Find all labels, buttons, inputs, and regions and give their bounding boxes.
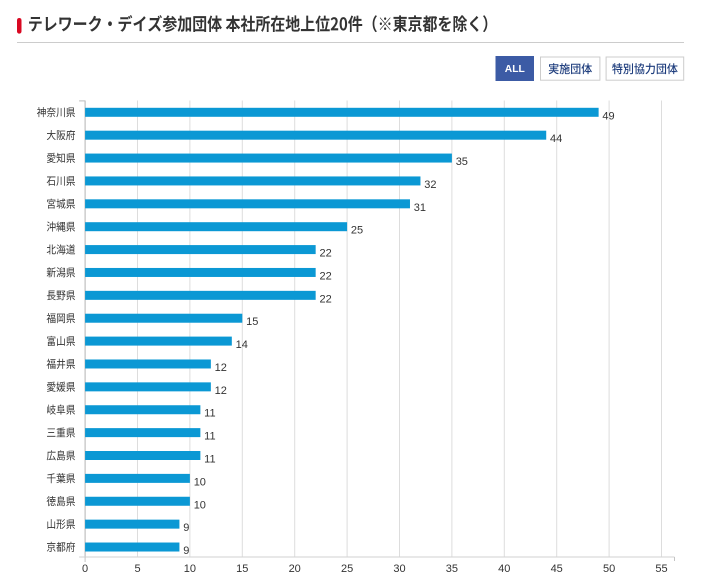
svg-text:22: 22 [319,293,331,305]
svg-text:55: 55 [655,563,667,575]
svg-text:30: 30 [393,563,405,575]
svg-text:14: 14 [236,339,248,351]
svg-text:11: 11 [204,454,215,466]
svg-text:25: 25 [341,563,353,575]
svg-text:22: 22 [319,248,331,260]
svg-text:12: 12 [215,362,227,374]
svg-text:0: 0 [82,563,88,575]
svg-text:25: 25 [351,225,363,237]
svg-text:49: 49 [602,110,614,122]
svg-text:10: 10 [194,499,206,511]
svg-text:9: 9 [183,522,189,534]
svg-text:15: 15 [236,563,248,575]
svg-text:45: 45 [551,563,563,575]
svg-text:11: 11 [204,431,215,443]
svg-text:12: 12 [215,385,227,397]
svg-text:35: 35 [456,156,468,168]
svg-text:44: 44 [550,133,562,145]
svg-text:5: 5 [134,563,140,575]
svg-text:ALL: ALL [505,64,525,75]
svg-text:10: 10 [184,563,196,575]
svg-text:35: 35 [446,563,458,575]
svg-text:22: 22 [319,270,331,282]
svg-text:31: 31 [414,202,426,214]
svg-text:20: 20 [289,563,301,575]
svg-text:32: 32 [424,179,436,191]
svg-text:11: 11 [204,408,215,420]
svg-text:40: 40 [498,563,510,575]
svg-text:15: 15 [246,316,258,328]
svg-text:9: 9 [183,545,189,557]
svg-text:50: 50 [603,563,615,575]
svg-text:10: 10 [194,476,206,488]
